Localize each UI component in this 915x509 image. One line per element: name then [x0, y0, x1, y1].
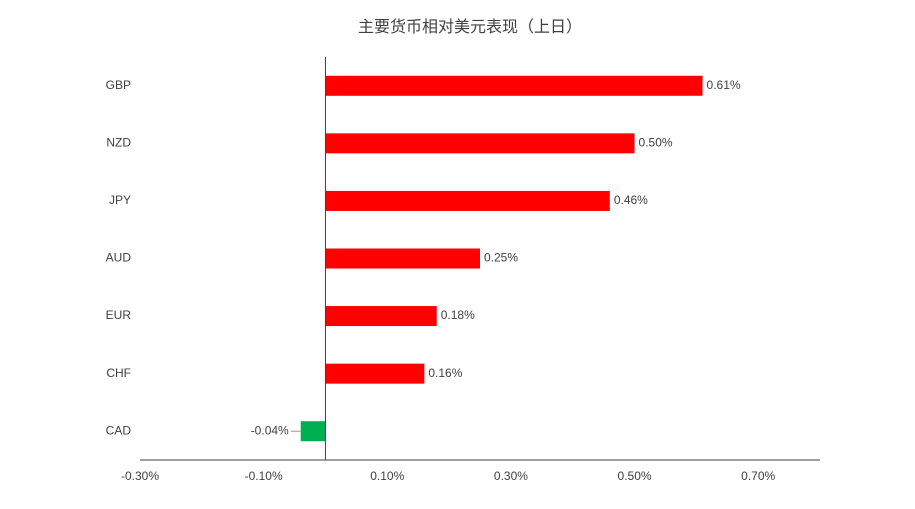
value-label: 0.16% — [428, 366, 462, 380]
value-label: 0.46% — [614, 193, 648, 207]
bar — [325, 190, 610, 211]
x-tick-label: 0.30% — [494, 469, 528, 483]
x-tick-label: 0.70% — [741, 469, 775, 483]
y-tick-label: NZD — [106, 136, 131, 150]
y-tick-label: CAD — [106, 423, 132, 437]
bar — [300, 421, 326, 442]
value-label: 0.61% — [707, 78, 741, 92]
x-tick-label: 0.50% — [618, 469, 652, 483]
x-tick-label: -0.10% — [245, 469, 283, 483]
bar — [325, 133, 635, 154]
x-tick-label: 0.10% — [370, 469, 404, 483]
y-tick-label: GBP — [106, 78, 131, 92]
x-tick-label: -0.30% — [121, 469, 159, 483]
bar — [325, 363, 425, 384]
bar — [325, 75, 703, 96]
y-tick-label: AUD — [106, 251, 132, 265]
bar — [325, 306, 437, 327]
chart-title: 主要货币相对美元表现（上日） — [358, 18, 582, 36]
y-tick-label: JPY — [109, 193, 131, 207]
value-label: 0.50% — [639, 136, 673, 150]
y-tick-label: EUR — [106, 308, 132, 322]
value-label: 0.18% — [441, 308, 475, 322]
y-tick-label: CHF — [106, 366, 131, 380]
value-label: 0.25% — [484, 251, 518, 265]
bar — [325, 248, 480, 269]
value-label: -0.04% — [251, 423, 289, 437]
